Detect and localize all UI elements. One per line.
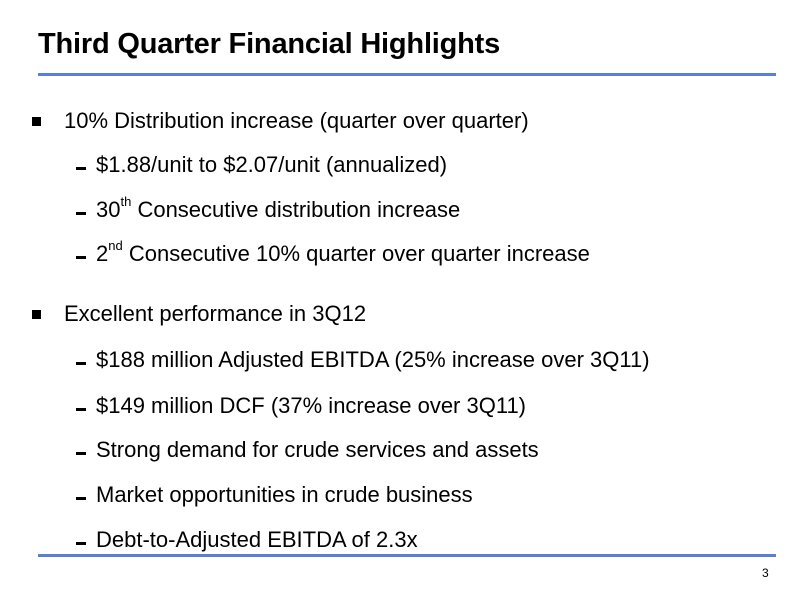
dash-bullet-icon bbox=[76, 167, 86, 170]
item-text: Consecutive distribution increase bbox=[131, 197, 461, 222]
dash-bullet-icon bbox=[76, 256, 86, 259]
section-2-item-5: Debt-to-Adjusted EBITDA of 2.3x bbox=[96, 527, 418, 552]
footer-divider bbox=[38, 554, 776, 557]
section-2-item-4: Market opportunities in crude business bbox=[96, 482, 473, 507]
dash-bullet-icon bbox=[76, 497, 86, 500]
section-1-item-3: 2nd Consecutive 10% quarter over quarter… bbox=[96, 237, 590, 267]
ordinal-number: 30 bbox=[96, 197, 121, 222]
section-1-heading: 10% Distribution increase (quarter over … bbox=[64, 108, 529, 133]
section-2-item-3: Strong demand for crude services and ass… bbox=[96, 437, 539, 462]
square-bullet-icon bbox=[32, 117, 41, 126]
dash-bullet-icon bbox=[76, 408, 86, 411]
title-divider bbox=[38, 73, 776, 76]
ordinal-suffix: th bbox=[120, 193, 132, 209]
item-text: Consecutive 10% quarter over quarter inc… bbox=[122, 241, 590, 266]
ordinal-number: 2 bbox=[96, 241, 109, 266]
section-1-item-2: 30th Consecutive distribution increase bbox=[96, 193, 461, 223]
dash-bullet-icon bbox=[76, 362, 86, 365]
section-2-item-2: $149 million DCF (37% increase over 3Q11… bbox=[96, 393, 526, 418]
dash-bullet-icon bbox=[76, 452, 86, 455]
slide-title: Third Quarter Financial Highlights bbox=[38, 28, 501, 60]
section-2-heading: Excellent performance in 3Q12 bbox=[64, 301, 367, 326]
ordinal-suffix: nd bbox=[108, 237, 123, 253]
dash-bullet-icon bbox=[76, 542, 86, 545]
page-number: 3 bbox=[762, 566, 769, 580]
section-2-item-1: $188 million Adjusted EBITDA (25% increa… bbox=[96, 347, 650, 372]
section-1-item-1: $1.88/unit to $2.07/unit (annualized) bbox=[96, 152, 448, 177]
dash-bullet-icon bbox=[76, 212, 86, 215]
square-bullet-icon bbox=[32, 310, 41, 319]
